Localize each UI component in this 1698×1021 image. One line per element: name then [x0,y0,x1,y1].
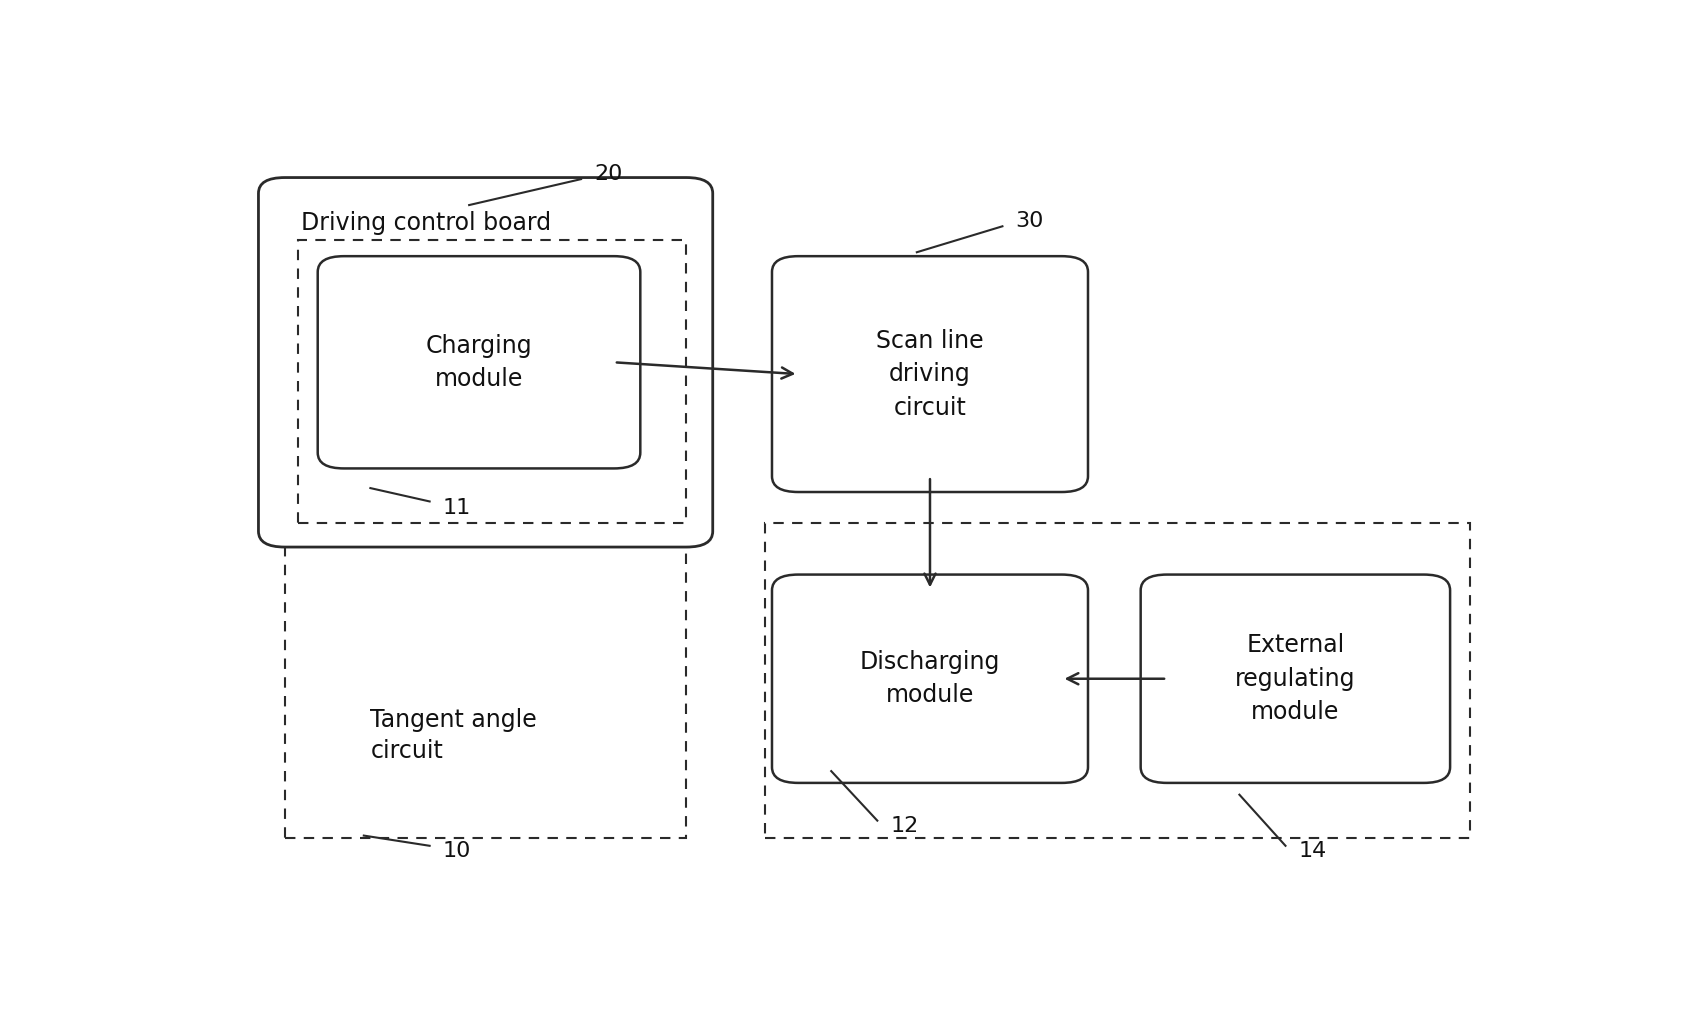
Text: 12: 12 [890,816,919,836]
FancyBboxPatch shape [318,256,640,469]
Text: Driving control board: Driving control board [301,210,550,235]
Text: 14: 14 [1297,841,1326,862]
Text: Tangent angle
circuit: Tangent angle circuit [370,708,537,764]
Text: 20: 20 [594,163,621,184]
FancyBboxPatch shape [771,256,1087,492]
FancyBboxPatch shape [258,178,713,547]
Text: 30: 30 [1015,210,1043,231]
Text: Discharging
module: Discharging module [859,650,1000,708]
FancyBboxPatch shape [771,575,1087,783]
Text: External
regulating
module: External regulating module [1234,633,1355,724]
Text: 10: 10 [443,841,470,862]
Text: Scan line
driving
circuit: Scan line driving circuit [876,329,983,420]
Text: Charging
module: Charging module [426,334,531,391]
FancyBboxPatch shape [1139,575,1450,783]
Text: 11: 11 [443,498,470,518]
